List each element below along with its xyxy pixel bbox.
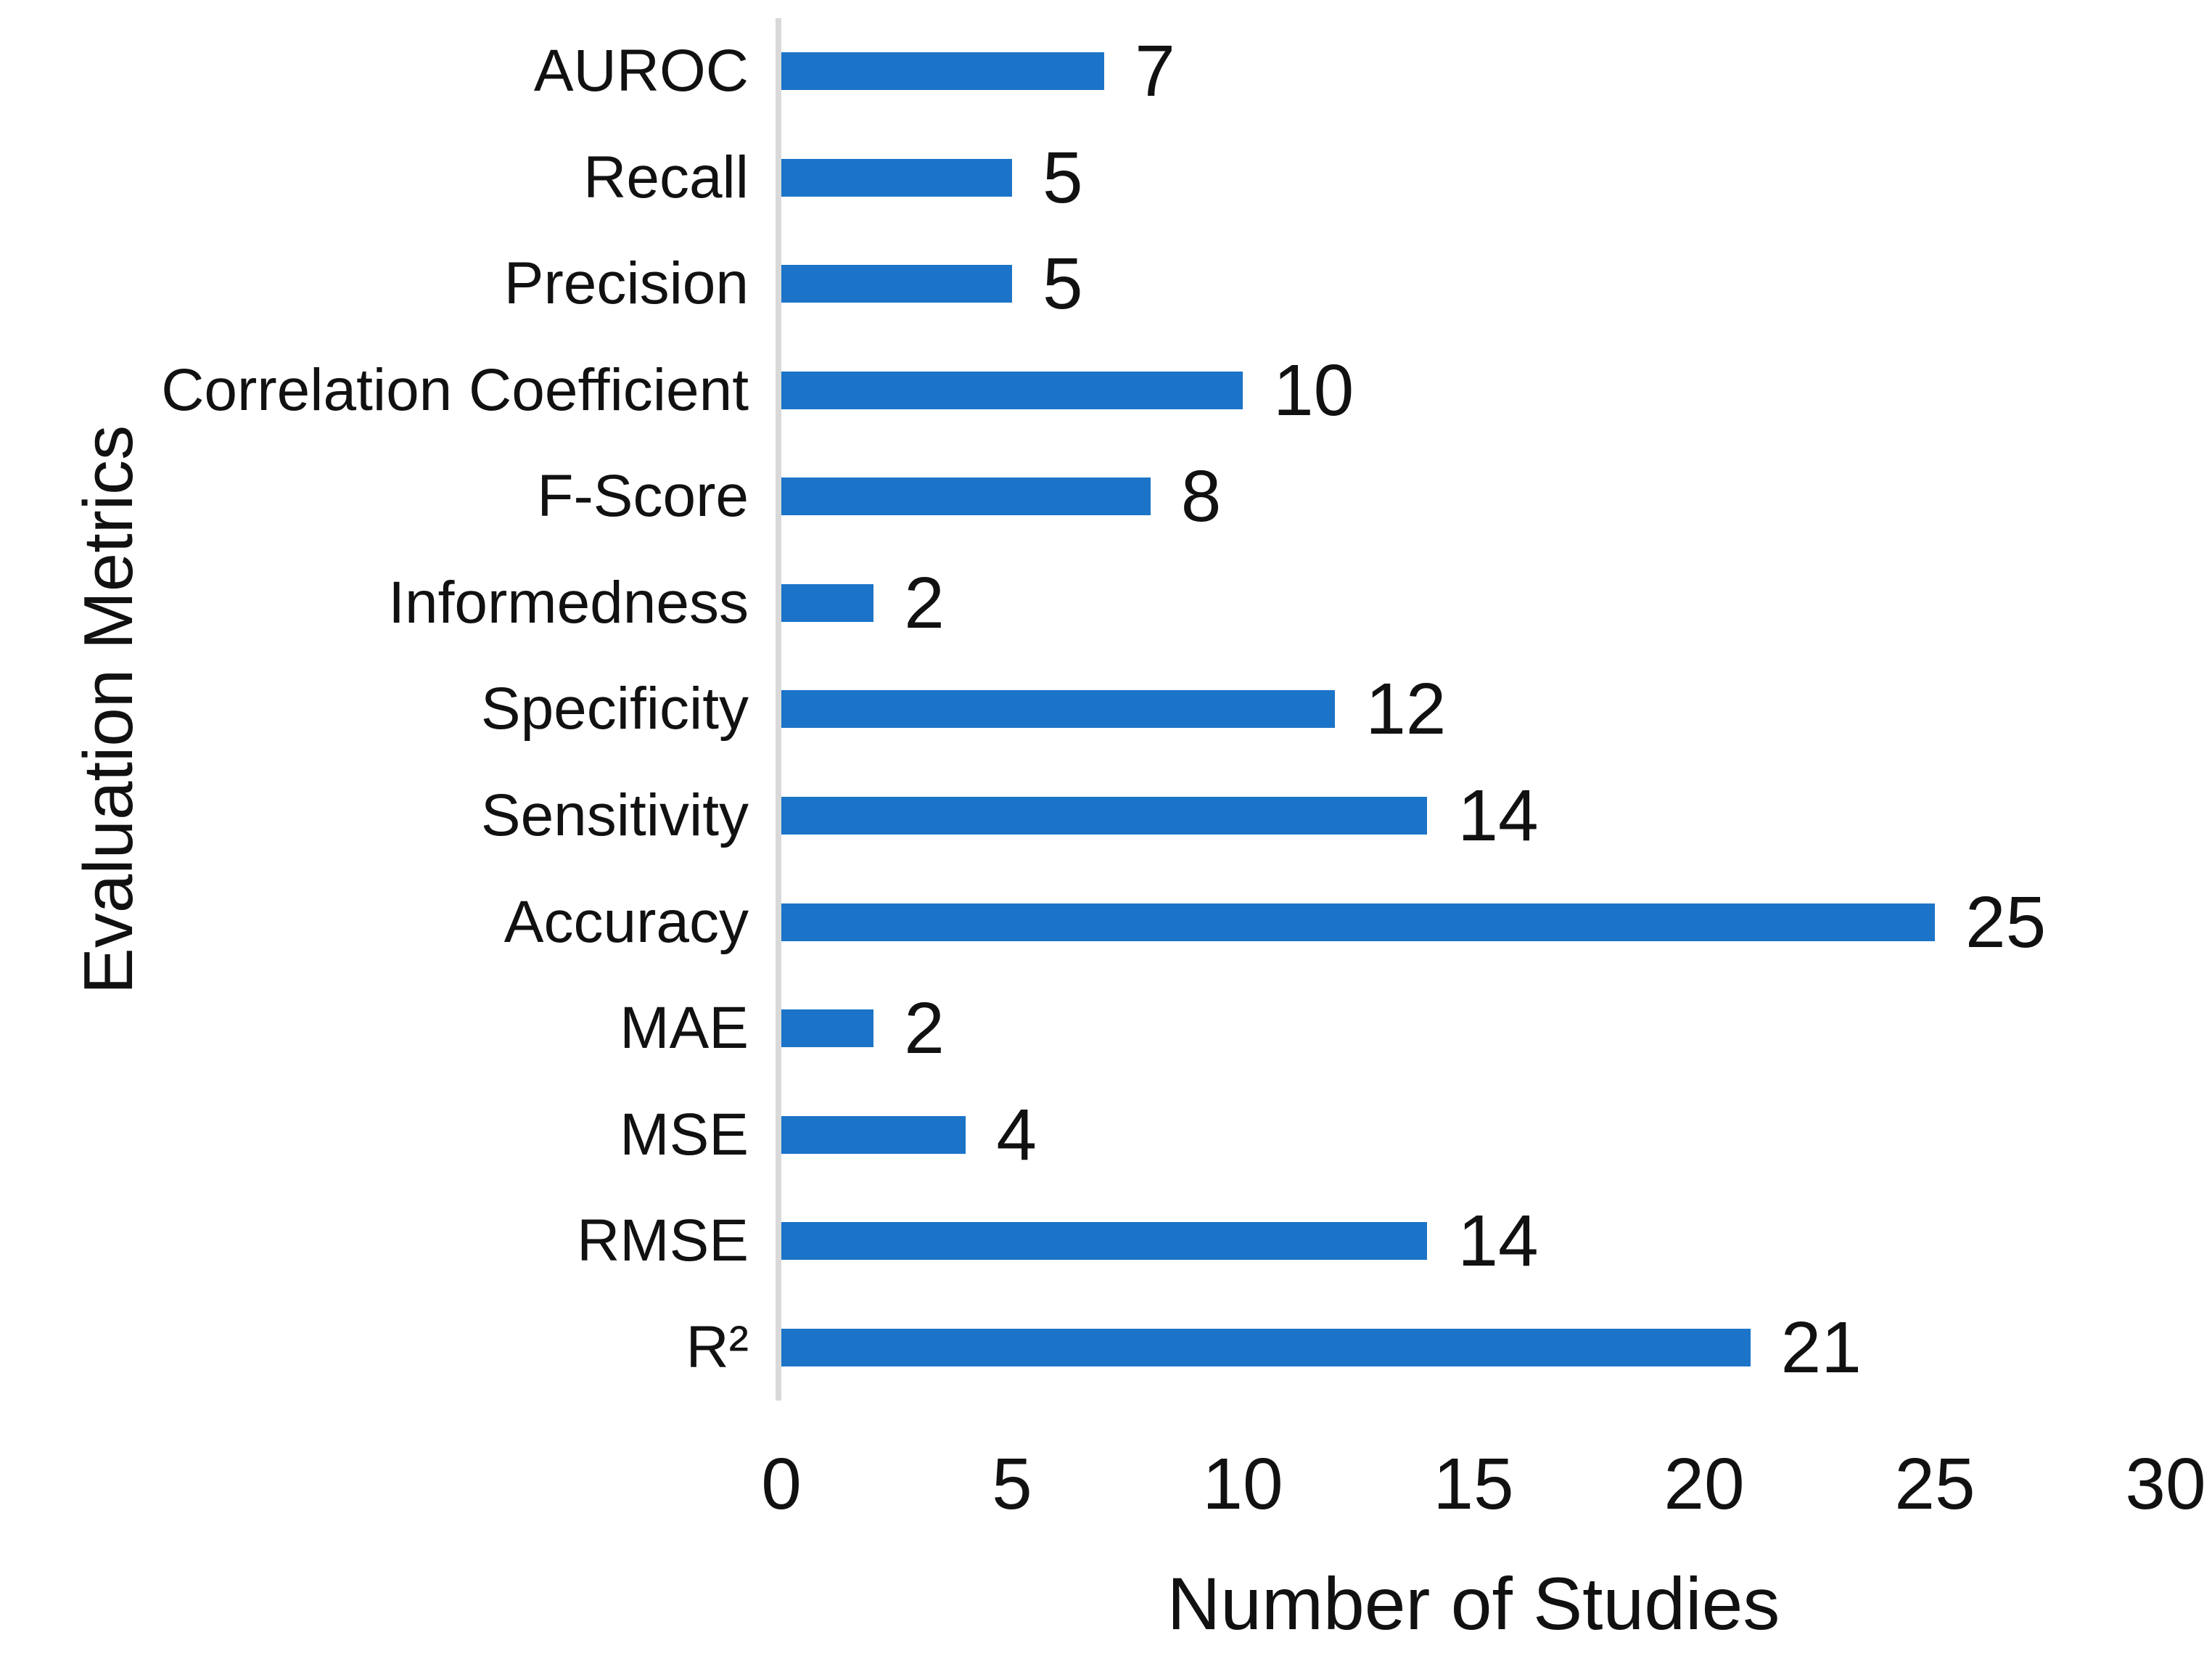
bar (781, 690, 1336, 729)
bar-row: 14 (781, 763, 2166, 869)
category-label: Specificity (480, 676, 749, 742)
category-label: MSE (620, 1101, 749, 1168)
x-tick-label: 15 (1433, 1443, 1514, 1525)
category-axis-labels: AUROC Recall Precision Correlation Coeffici… (0, 18, 749, 1401)
bar-row: 25 (781, 869, 2166, 975)
bar-row: 10 (781, 337, 2166, 444)
bar-value-label: 10 (1272, 349, 1354, 431)
bar-value-label: 14 (1457, 774, 1539, 856)
category-label: F-Score (537, 463, 749, 530)
x-tick-label: 20 (1664, 1443, 1745, 1525)
x-axis-title: Number of Studies (1167, 1562, 1780, 1645)
bar-row: 4 (781, 1081, 2166, 1188)
y-axis-line (776, 18, 781, 1401)
category-label: Recall (583, 144, 749, 210)
bar-value-label: 12 (1365, 668, 1447, 750)
bar-value-label: 4 (996, 1094, 1037, 1176)
bar-row: 14 (781, 1188, 2166, 1295)
bar-row: 7 (781, 18, 2166, 125)
category-label: RMSE (577, 1208, 749, 1274)
bar-value-label: 2 (904, 562, 945, 644)
bar (781, 796, 1428, 835)
bar-value-label: 14 (1457, 1200, 1539, 1282)
bar-value-label: 5 (1042, 243, 1083, 325)
bar (781, 1328, 1751, 1366)
x-axis-tick-labels: 0 5 10 15 20 25 30 (761, 1443, 2205, 1535)
bar-row: 8 (781, 443, 2166, 550)
bar (781, 1222, 1428, 1261)
bar-row: 12 (781, 656, 2166, 763)
bar (781, 1115, 966, 1154)
x-tick-label: 0 (761, 1443, 802, 1525)
bar-row: 5 (781, 231, 2166, 337)
x-tick-label: 5 (992, 1443, 1032, 1525)
bar (781, 478, 1151, 516)
bar-row: 21 (781, 1294, 2166, 1401)
category-label: Accuracy (503, 888, 749, 955)
category-label: AUROC (533, 38, 749, 104)
bar (781, 903, 1935, 941)
bar-value-label: 5 (1042, 136, 1083, 218)
bar-row: 5 (781, 125, 2166, 231)
category-label: Sensitivity (480, 782, 749, 848)
bar (781, 1009, 874, 1048)
bar-value-label: 25 (1965, 881, 2047, 963)
category-label: Precision (503, 250, 749, 317)
bar-value-label: 21 (1780, 1306, 1862, 1388)
bar-value-label: 7 (1135, 30, 1175, 112)
bar (781, 583, 874, 622)
category-label: Correlation Coefficient (161, 356, 749, 423)
category-label: Informedness (388, 569, 749, 636)
x-tick-label: 30 (2125, 1443, 2206, 1525)
bar (781, 52, 1105, 91)
bar (781, 371, 1243, 409)
bar-value-label: 2 (904, 988, 945, 1070)
bar-row: 2 (781, 975, 2166, 1082)
category-label: MAE (620, 995, 749, 1062)
bar (781, 158, 1012, 197)
x-tick-label: 10 (1202, 1443, 1283, 1525)
bar (781, 265, 1012, 303)
bar-value-label: 8 (1180, 456, 1222, 538)
x-tick-label: 25 (1894, 1443, 1975, 1525)
bar-row: 2 (781, 550, 2166, 657)
plot-area: 7 5 5 10 8 2 12 14 25 2 4 14 21 (781, 18, 2166, 1401)
category-label: R² (686, 1313, 749, 1380)
